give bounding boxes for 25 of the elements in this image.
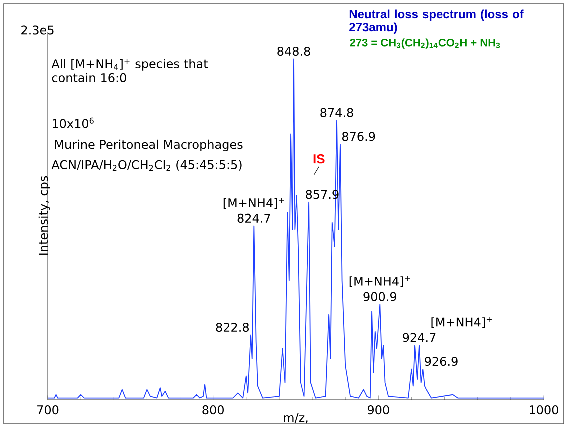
annotation: 824.7 (238, 214, 270, 224)
annotation: 924.7 (403, 333, 436, 342)
x-tick-label: 1000 (530, 406, 558, 415)
x-tick-label: 900 (368, 406, 390, 415)
annotation: 926.9 (425, 357, 458, 366)
annotation: 822.8 (216, 322, 249, 332)
annotation: [M+NH4]$^{+}$ (432, 317, 492, 328)
y-axis-title: Intensity, cps (38, 176, 50, 255)
annotation: 876.9 (342, 132, 376, 142)
annotation: 848.8 (278, 46, 310, 56)
annotation: 874.8 (320, 108, 354, 118)
chart-title: Neutral loss spectrum (loss of 273amu) (350, 10, 524, 34)
annotation: IS (314, 154, 325, 164)
annotation: [M+NH4]$^{+}$ (224, 198, 284, 210)
annotation: 10x10$^{6}$ (53, 118, 94, 128)
annotation: [M+NH4]$^{+}$ (350, 276, 410, 288)
x-tick-label: 800 (202, 406, 224, 415)
text: 273 = CH$_{3}$(CH$_{2}$)$_{14}$CO$_{2}$H + NH$_{3}$ (350, 38, 500, 49)
x-axis-title: m/z, (284, 413, 308, 424)
annotation: All [M+NH$_{4}$]$^{+}$ species that contain 16:0 (52, 58, 208, 82)
annotation: Murine Peritoneal Macrophages (55, 140, 243, 152)
x-tick-label: 700 (38, 406, 59, 415)
text: 2.3e5 (22, 26, 54, 35)
annotation: 900.9 (364, 292, 396, 302)
annotation: ACN/IPA/H$_{2}$O/CH$_{2}$Cl$_{2}$ (45:45:5:5) (52, 160, 242, 172)
